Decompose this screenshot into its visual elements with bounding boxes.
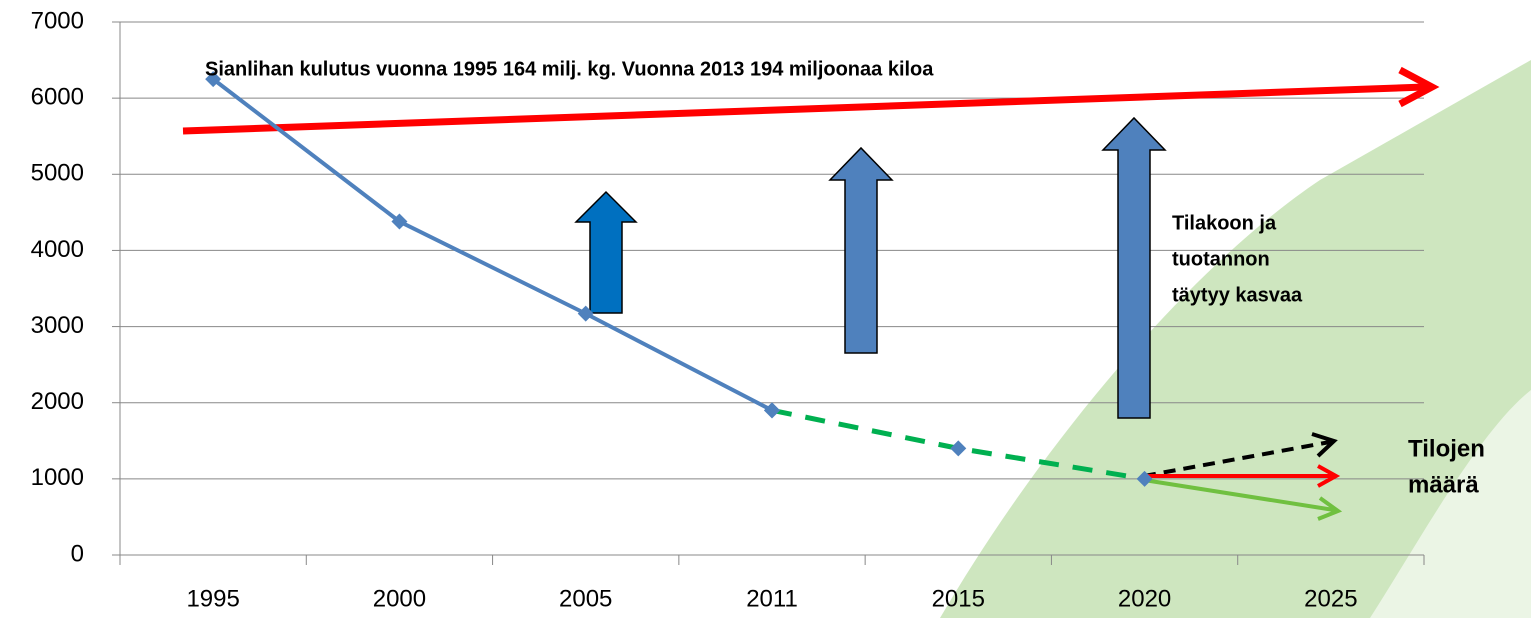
- y-tick-label: 4000: [31, 236, 84, 263]
- scenario-arrow-head: [1311, 432, 1338, 458]
- y-tick-label: 6000: [31, 83, 84, 110]
- y-tick-label: 0: [71, 540, 84, 567]
- growth-arrow: [828, 146, 894, 354]
- marker: [950, 440, 967, 457]
- y-tick-label: 3000: [31, 312, 84, 339]
- consumption-arrow-head: [1398, 66, 1440, 108]
- consumption-arrow: [182, 83, 1426, 135]
- scenario-arrow-head: [1317, 496, 1343, 521]
- x-tick-label: 2015: [932, 585, 985, 612]
- y-tick-label: 7000: [31, 7, 84, 34]
- series-line: [771, 407, 1145, 482]
- marker: [764, 402, 780, 419]
- x-tick-label: 2020: [1118, 585, 1171, 612]
- marker: [1136, 470, 1153, 487]
- marker: [205, 71, 222, 88]
- scenario-arrow: [1143, 440, 1331, 478]
- annotation: Tilojen: [1408, 435, 1485, 462]
- scenario-arrow-head: [1317, 464, 1341, 488]
- annotation: Tilakoon ja: [1172, 212, 1277, 234]
- series: [205, 71, 1153, 487]
- y-tick-label: 2000: [31, 388, 84, 415]
- marker: [577, 305, 594, 322]
- x-tick-label: 2011: [746, 585, 798, 612]
- growth-arrow: [1101, 116, 1167, 419]
- background-band-edge: [1370, 390, 1531, 618]
- annotation: Sianlihan kulutus vuonna 1995 164 milj. …: [205, 58, 934, 80]
- series-line: [211, 77, 773, 413]
- annotation: täytyy kasvaa: [1172, 284, 1303, 306]
- x-tick-label: 2000: [373, 585, 426, 612]
- annotations: Sianlihan kulutus vuonna 1995 164 milj. …: [205, 58, 1485, 498]
- x-tick-label: 2005: [559, 585, 612, 612]
- x-tick-label: 2025: [1304, 585, 1357, 612]
- annotation: määrä: [1408, 471, 1479, 498]
- x-tick-label: 1995: [186, 585, 239, 612]
- y-tick-label: 1000: [31, 464, 84, 491]
- scenario-arrow: [1143, 478, 1335, 512]
- growth-arrow: [574, 190, 638, 314]
- marker: [391, 213, 408, 230]
- annotation: tuotannon: [1172, 248, 1270, 270]
- y-tick-label: 5000: [31, 160, 84, 187]
